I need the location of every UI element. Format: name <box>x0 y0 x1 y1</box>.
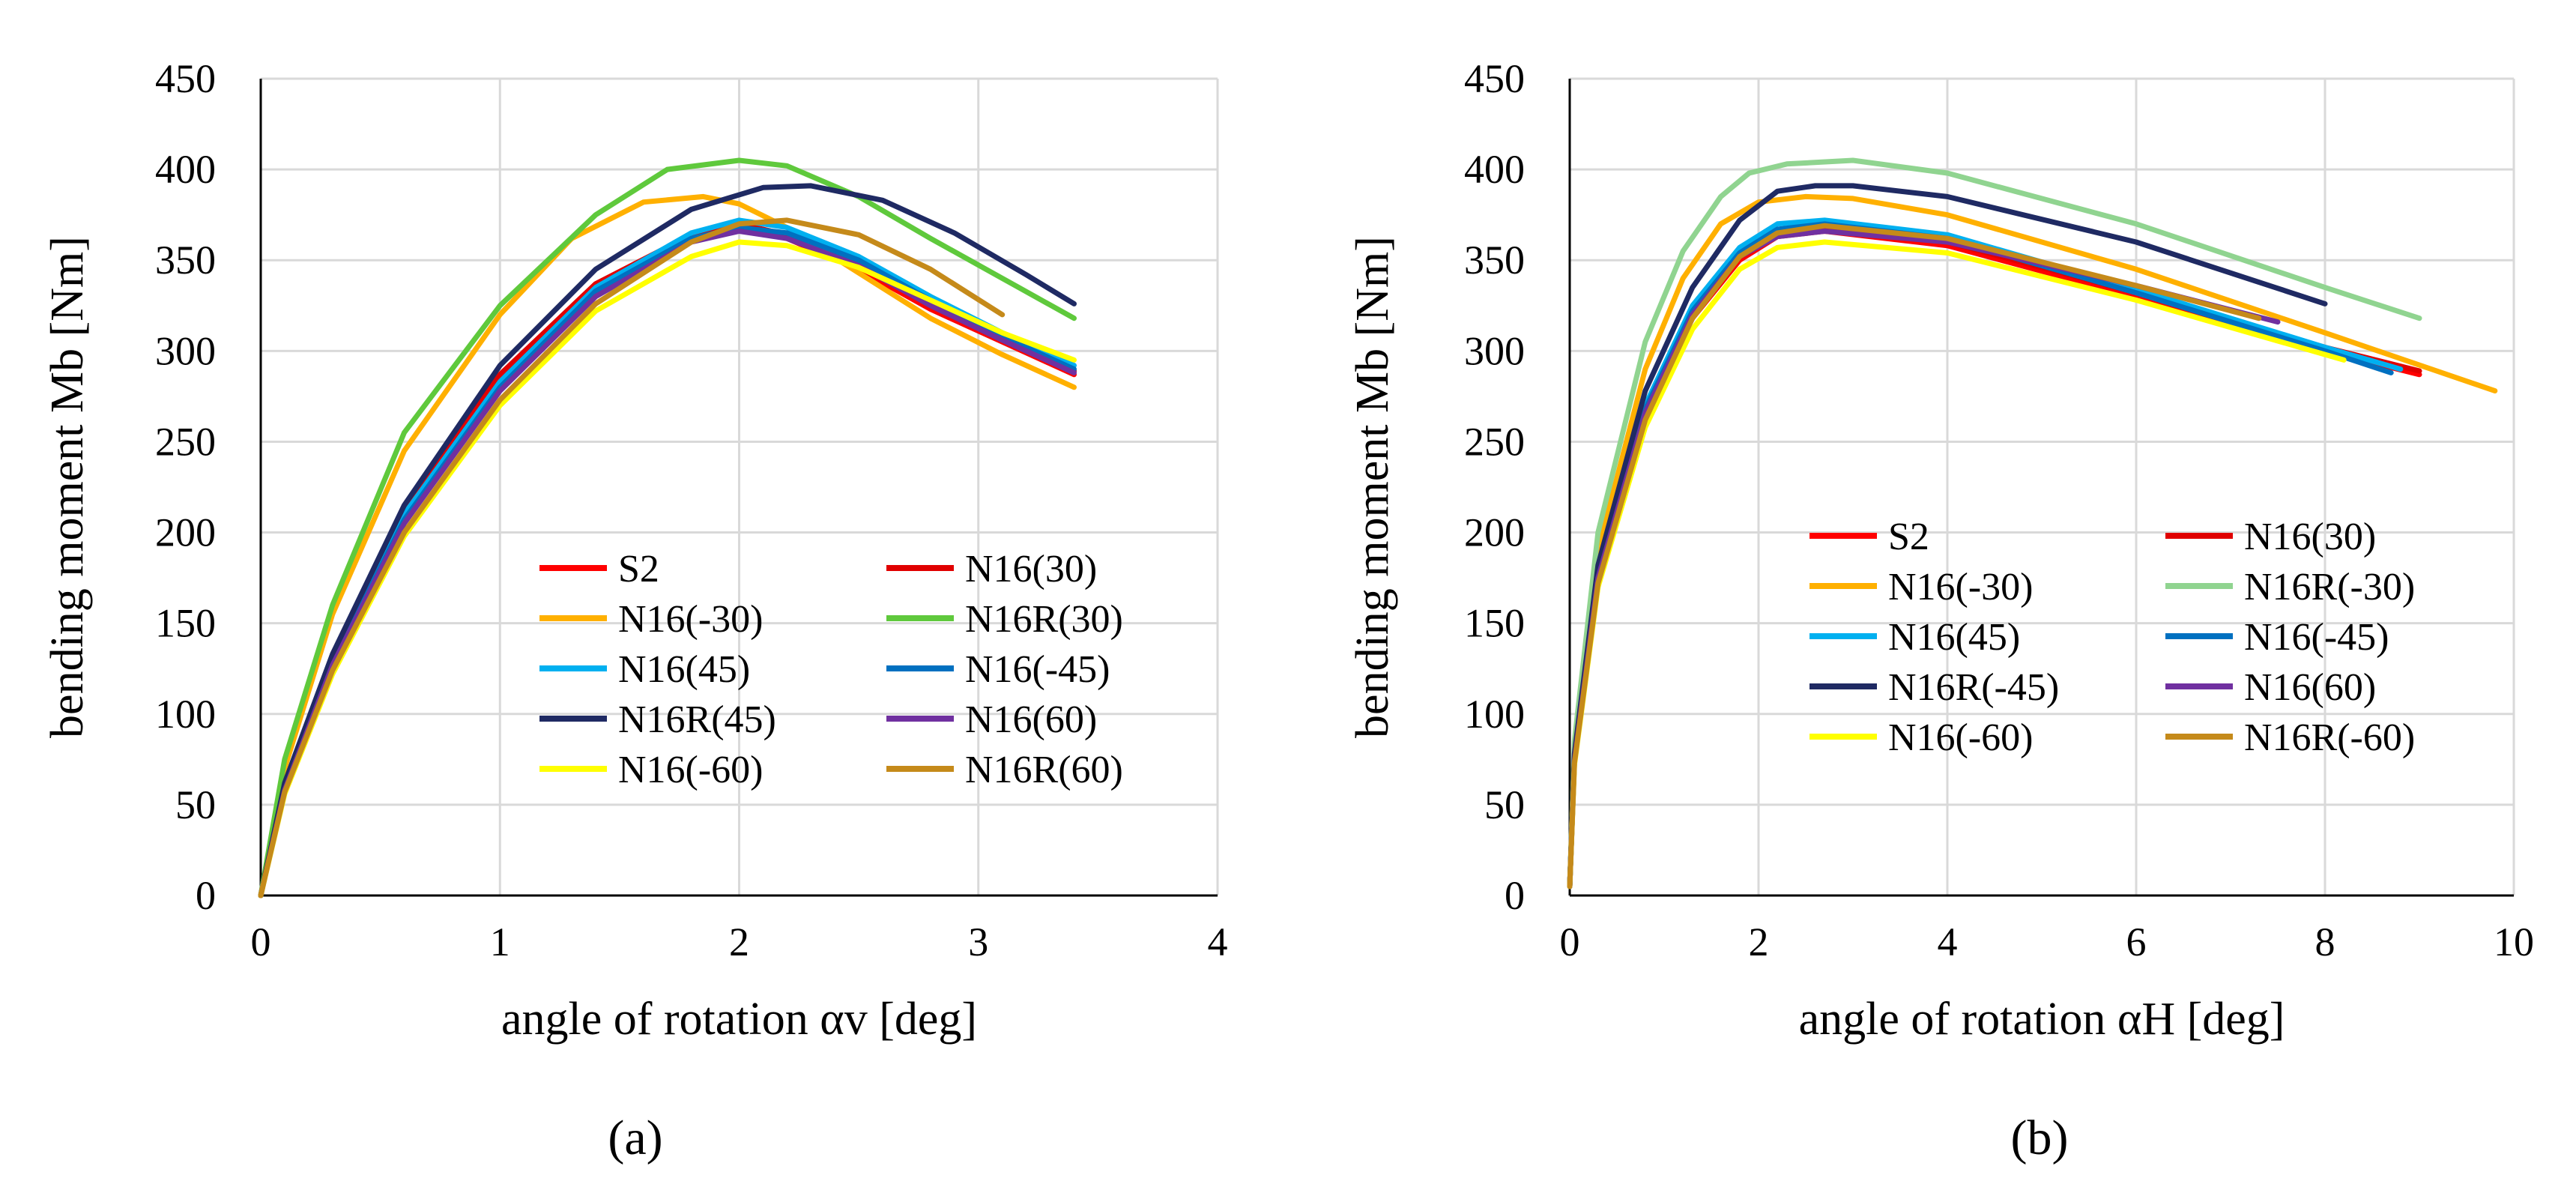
y-tick-label: 300 <box>1464 328 1525 373</box>
legend-entry-label: N16(60) <box>2244 666 2376 709</box>
legend-entry-label: N16(-60) <box>1888 716 2034 759</box>
legend-entry-label: N16R(-30) <box>2244 566 2415 608</box>
series-line <box>258 217 1006 898</box>
legend-entry-label: N16(45) <box>618 648 750 691</box>
legend-entry-label: S2 <box>1888 516 1929 558</box>
y-tick-label: 350 <box>155 238 216 283</box>
legend-entry-label: N16R(-60) <box>2244 716 2415 759</box>
chart-panel-a: 0 50 100 150 200 250 300 350 400 450 0 1 2 3 4 angle of… <box>42 56 1228 1165</box>
series-line <box>258 193 1077 898</box>
y-tick-label: 300 <box>155 328 216 373</box>
series-line <box>258 183 1077 898</box>
x-tick-label: 4 <box>1938 919 1958 964</box>
x-tick-label: 6 <box>2126 919 2147 964</box>
x-tick-label: 4 <box>1208 919 1228 964</box>
x-tick-label: 0 <box>1560 919 1580 964</box>
legend-entry-label: N16(-30) <box>1888 566 2034 608</box>
legend-entry-label: N16(60) <box>965 698 1097 741</box>
y-tick-label: 50 <box>175 782 216 827</box>
x-axis-label: angle of rotation αH [deg] <box>1799 994 2285 1045</box>
y-tick-label: 250 <box>155 419 216 464</box>
y-tick-label: 400 <box>1464 147 1525 192</box>
y-tick-label: 200 <box>155 510 216 555</box>
y-tick-label: 150 <box>155 601 216 646</box>
legend: S2 N16(30) N16(-30) N16R(30) N16(45) N16(-45)… <box>539 548 1123 791</box>
y-tick-label: 50 <box>1484 782 1525 827</box>
y-tick-label: 450 <box>155 56 216 101</box>
x-tick-label: 1 <box>490 919 510 964</box>
x-tick-label: 8 <box>2315 919 2335 964</box>
panel-caption: (a) <box>608 1111 662 1165</box>
legend-entry-label: N16(30) <box>2244 516 2376 558</box>
series-line <box>1567 223 2262 890</box>
y-axis-label: bending moment Mb [Nm] <box>42 236 93 738</box>
series-line <box>1567 157 2422 890</box>
series-line <box>258 157 1077 898</box>
x-axis-label: angle of rotation αv [deg] <box>501 994 977 1045</box>
y-tick-label: 400 <box>155 147 216 192</box>
legend-entry-label: N16(30) <box>965 548 1097 591</box>
x-tick-label: 10 <box>2494 919 2534 964</box>
y-tick-label: 100 <box>155 692 216 737</box>
y-tick-label: 0 <box>1505 873 1525 918</box>
x-tick-label: 0 <box>251 919 271 964</box>
y-tick-label: 100 <box>1464 692 1525 737</box>
legend-entry-label: N16(45) <box>1888 616 2020 659</box>
chart-panel-b: 0 50 100 150 200 250 300 350 400 450 0 2 4 6 8 10 angle … <box>1347 56 2534 1165</box>
legend-entry-label: N16(-60) <box>618 749 764 791</box>
legend-entry-label: N16(-30) <box>618 598 764 641</box>
legend-entry-label: N16(-45) <box>2244 616 2389 659</box>
series-line <box>1567 229 2422 890</box>
legend-entry-label: N16R(45) <box>618 698 776 741</box>
panel-caption: (b) <box>2011 1111 2069 1165</box>
x-tick-label: 2 <box>729 919 749 964</box>
x-tick-label: 3 <box>968 919 988 964</box>
y-tick-label: 250 <box>1464 419 1525 464</box>
y-axis-label: bending moment Mb [Nm] <box>1347 236 1398 738</box>
y-tick-label: 200 <box>1464 510 1525 555</box>
legend-entry-label: S2 <box>618 548 659 591</box>
legend-entry-label: N16R(30) <box>965 598 1123 641</box>
y-tick-label: 150 <box>1464 601 1525 646</box>
y-tick-label: 0 <box>196 873 216 918</box>
y-tick-label: 350 <box>1464 238 1525 283</box>
legend: S2 N16(30) N16(-30) N16R(-30) N16(45) N16(-45… <box>1809 516 2415 759</box>
legend-entry-label: N16R(60) <box>965 749 1123 791</box>
x-tick-label: 2 <box>1749 919 1769 964</box>
legend-entry-label: N16(-45) <box>965 648 1110 691</box>
legend-entry-label: N16R(-45) <box>1888 666 2059 709</box>
y-tick-label: 450 <box>1464 56 1525 101</box>
